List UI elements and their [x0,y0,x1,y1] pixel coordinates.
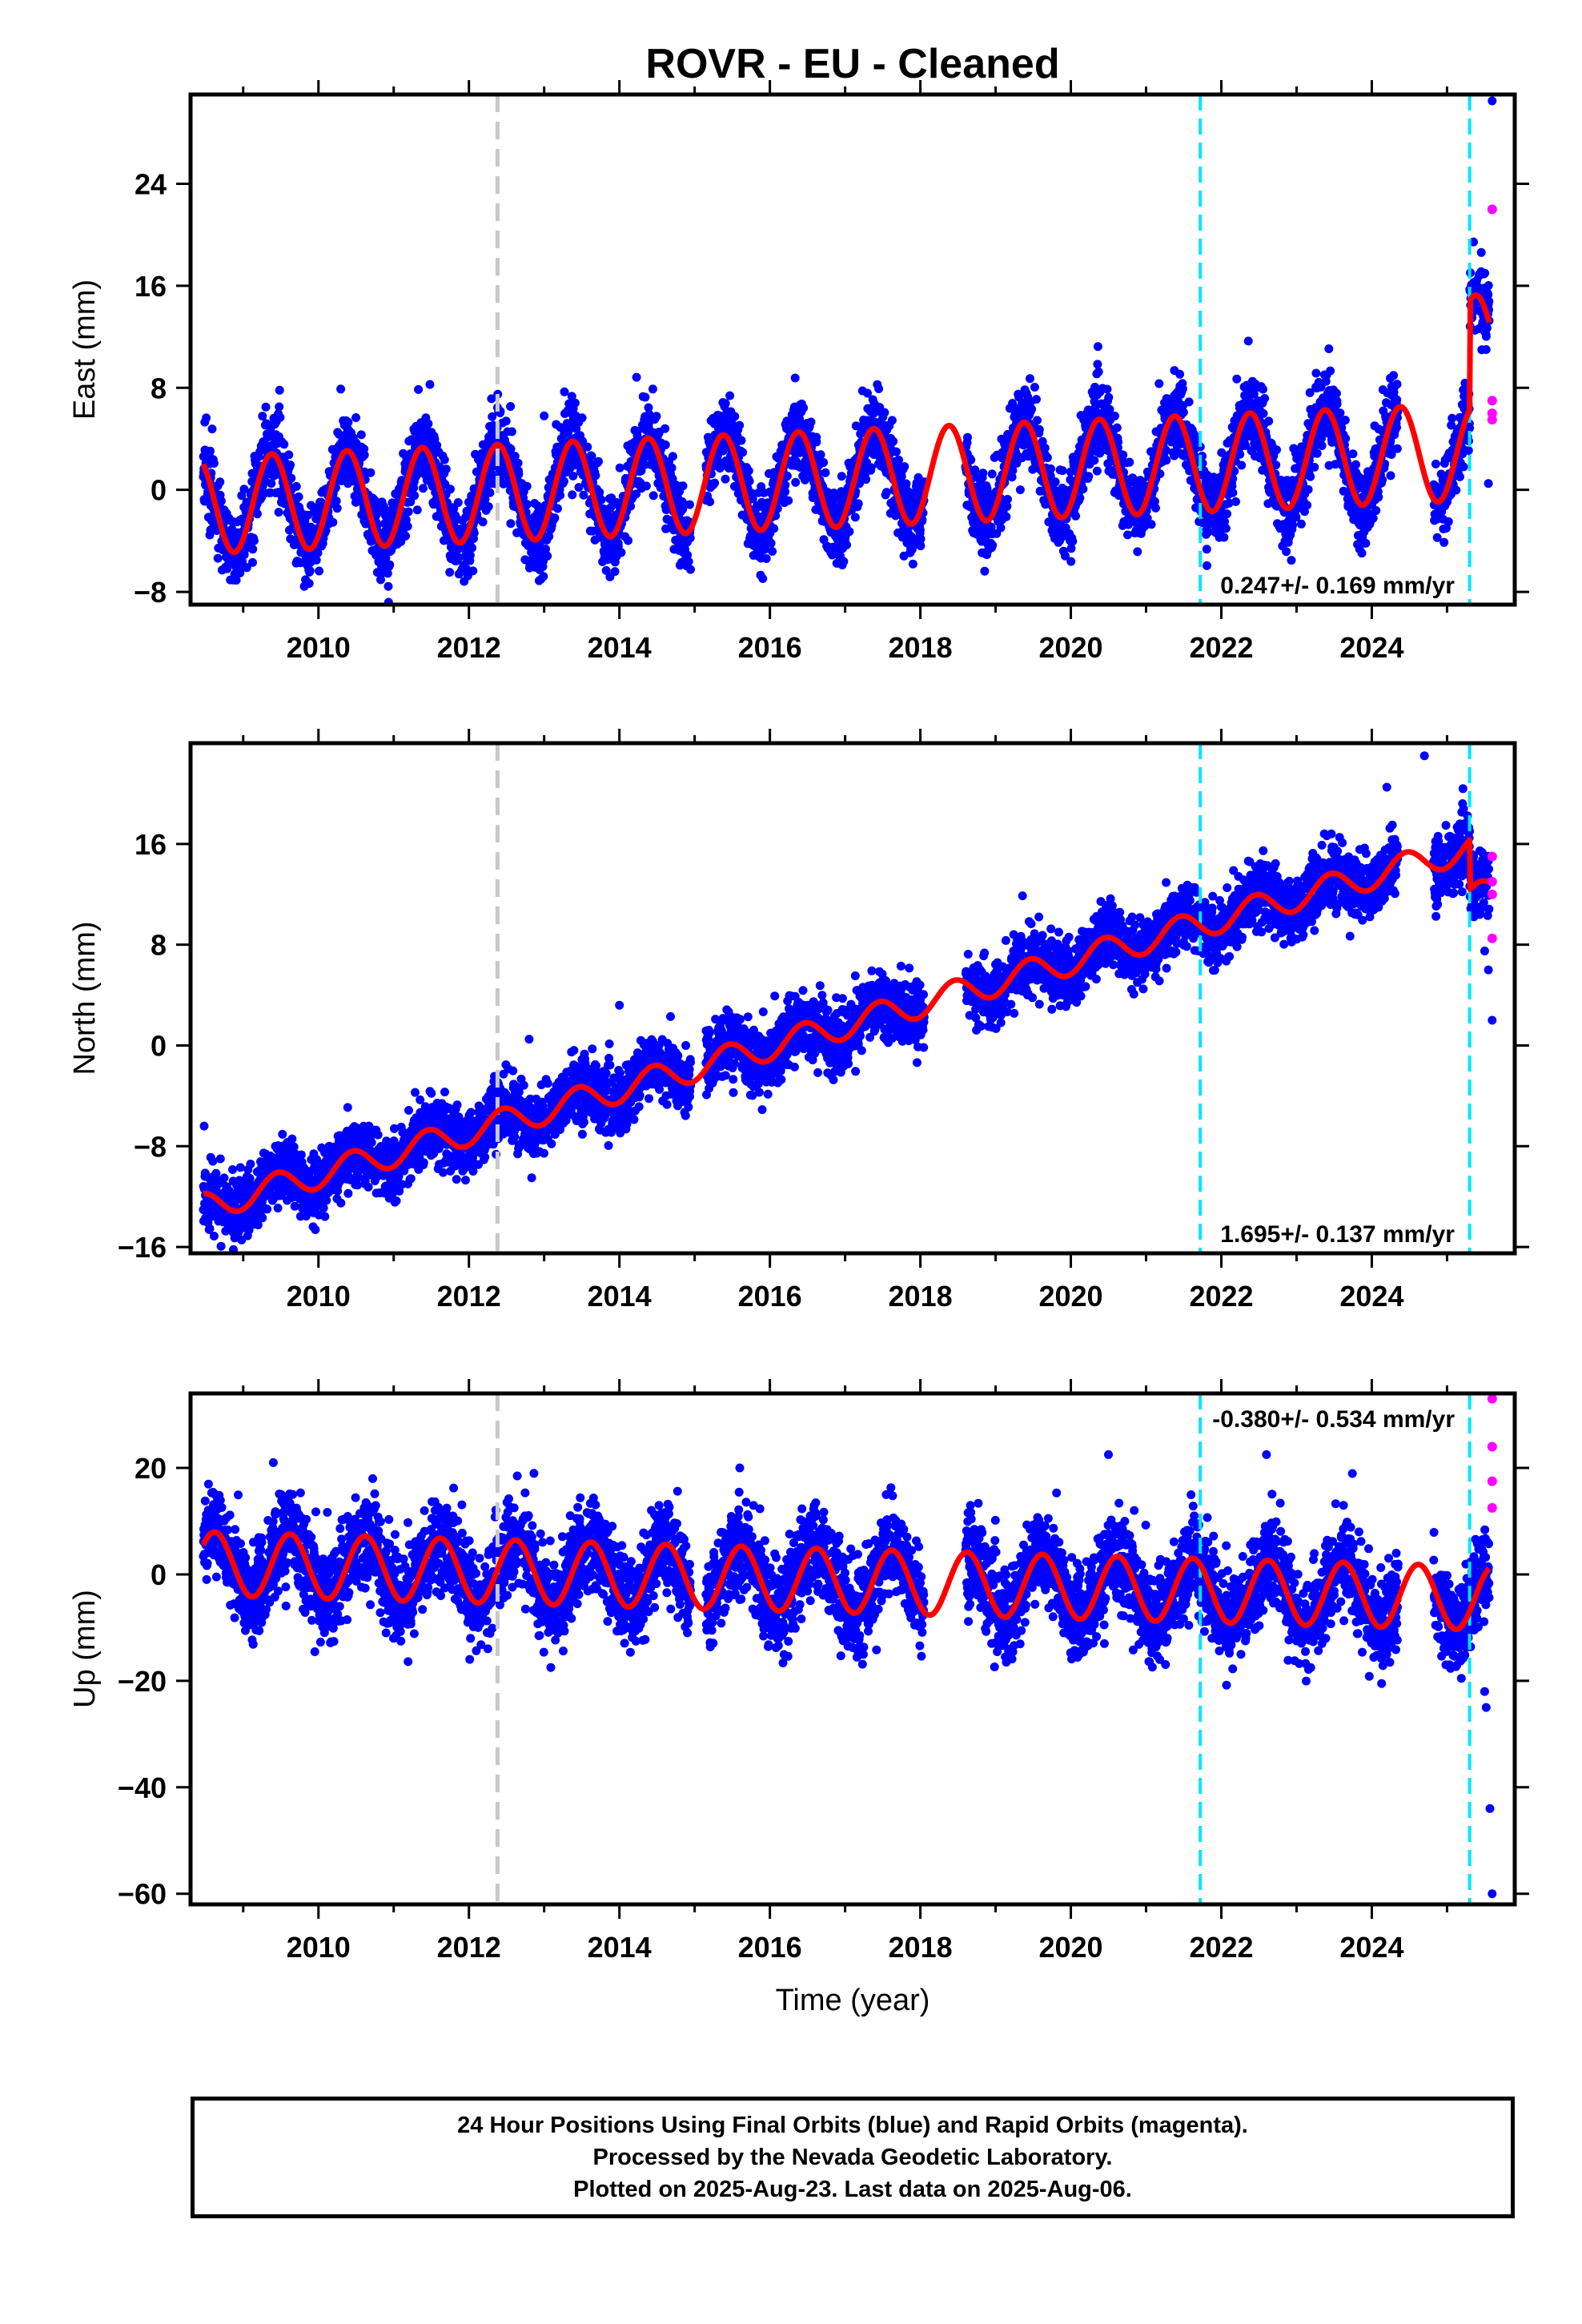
east-ytick-label-0: 0 [151,474,167,507]
east-ytick-label-24: 24 [135,167,167,200]
east-xtick-label-2024: 2024 [1339,631,1403,664]
north-xtick-label-2020: 2020 [1038,1280,1102,1313]
up-rapid-point-3 [1488,1477,1497,1486]
north-rapid-point-2 [1488,877,1497,887]
x-axis-label: Time (year) [776,1984,930,2017]
north-rapid-point-3 [1488,890,1497,899]
east-ytick-label-8: 8 [151,372,167,404]
north-rate-label: 1.695+/- 0.137 mm/yr [1220,1221,1455,1248]
east-xtick-label-2020: 2020 [1038,631,1102,664]
panel-east: 2010 2012 2014 2016 2018 2020 2022 2024 −8 0 8 16 24… [68,80,1529,664]
north-xtick-label-2022: 2022 [1189,1280,1253,1313]
up-xtick-label-2012: 2012 [437,1931,501,1964]
up-rate-label: -0.380+/- 0.534 mm/yr [1212,1406,1455,1433]
east-rate-label: 0.247+/- 0.169 mm/yr [1220,573,1455,599]
up-ytick-label-0: 0 [151,1558,167,1591]
north-ytick-label-16: 16 [135,828,167,861]
north-ytick-label-8: 8 [151,929,167,962]
east-ytick-label--8: −8 [134,576,167,609]
east-plot-area [199,94,1497,607]
east-rapid-point-2 [1488,396,1497,405]
north-xtick-label-2010: 2010 [287,1280,351,1313]
up-xtick-label-2024: 2024 [1339,1931,1403,1964]
caption-box: 24 Hour Positions Using Final Orbits (bl… [191,2097,1515,2218]
up-xtick-label-2018: 2018 [889,1931,953,1964]
north-xtick-label-2018: 2018 [889,1280,953,1313]
north-rapid-point-4 [1488,934,1497,943]
north-ytick-label--8: −8 [134,1130,167,1163]
east-xtick-label-2022: 2022 [1189,631,1253,664]
up-rapid-point-4 [1488,1503,1497,1513]
north-y-axis-label: North (mm) [68,921,102,1075]
north-xtick-label-2016: 2016 [738,1280,802,1313]
caption-line-3: Plotted on 2025-Aug-23. Last data on 202… [573,2173,1132,2205]
north-plot-area [199,743,1497,1254]
up-rapid-point-2 [1488,1441,1497,1451]
caption-line-1: 24 Hour Positions Using Final Orbits (bl… [457,2109,1248,2141]
chart-title: ROVR - EU - Cleaned [645,41,1059,87]
east-rapid-point-4 [1488,415,1497,424]
east-xtick-label-2010: 2010 [287,631,351,664]
north-rapid-point-1 [1488,852,1497,862]
up-xtick-label-2022: 2022 [1189,1931,1253,1964]
east-xtick-label-2012: 2012 [437,631,501,664]
east-xtick-label-2016: 2016 [738,631,802,664]
up-xtick-label-2014: 2014 [588,1931,652,1964]
up-xtick-label-2020: 2020 [1038,1931,1102,1964]
up-xtick-label-2016: 2016 [738,1931,802,1964]
east-xtick-label-2014: 2014 [588,631,652,664]
north-ytick-label--16: −16 [118,1231,167,1264]
up-ytick-label--40: −40 [118,1771,167,1804]
north-ytick-label-0: 0 [151,1029,167,1062]
east-xtick-label-2018: 2018 [889,631,953,664]
up-plot-area [199,1393,1497,1904]
up-ytick-label--20: −20 [118,1665,167,1698]
north-xtick-label-2012: 2012 [437,1280,501,1313]
east-rapid-point-1 [1488,204,1497,214]
up-ytick-label-20: 20 [135,1452,167,1485]
up-final-orbit-points [199,1450,1497,1898]
up-xtick-label-2010: 2010 [287,1931,351,1964]
east-y-axis-label: East (mm) [68,279,102,420]
north-xtick-label-2024: 2024 [1339,1280,1403,1313]
north-xtick-label-2014: 2014 [588,1280,652,1313]
up-ytick-label--60: −60 [118,1878,167,1911]
panels: 2010 2012 2014 2016 2018 2020 2022 2024−8081624… [68,80,1529,1964]
panel-up: 2010 2012 2014 2016 2018 2020 2022 2024 −60 −40 −2… [68,1379,1529,1964]
panel-north: 2010 2012 2014 2016 2018 2020 2022 2024 −16 −8 0 8 1… [68,729,1529,1313]
east-ytick-label-16: 16 [135,270,167,303]
up-y-axis-label: Up (mm) [68,1590,102,1708]
caption-line-2: Processed by the Nevada Geodetic Laborat… [593,2141,1113,2173]
north-final-orbit-points [199,751,1497,1254]
